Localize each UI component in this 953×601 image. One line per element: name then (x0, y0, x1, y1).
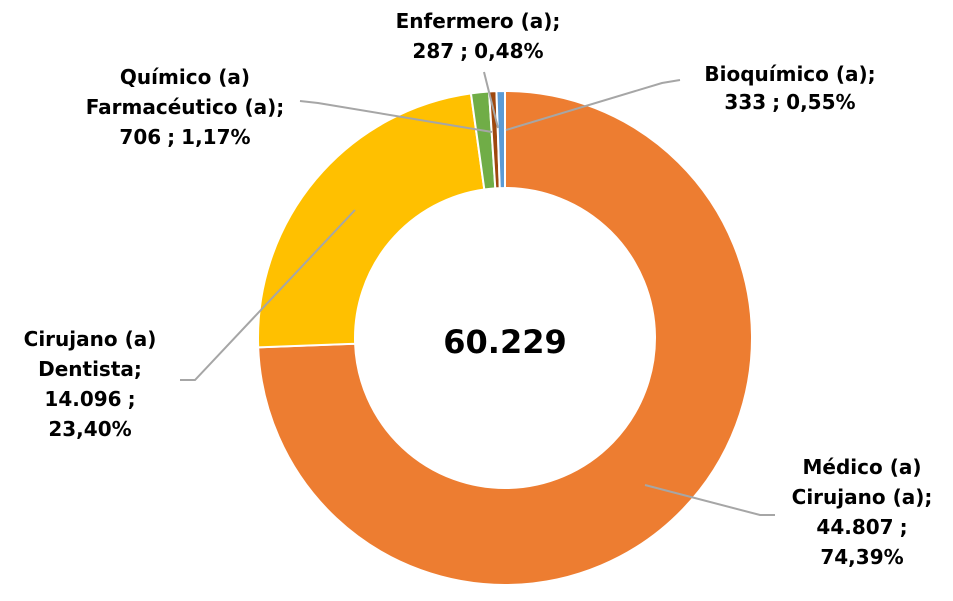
label-separator: ; (868, 62, 876, 86)
data-label: Médico (a) (803, 455, 922, 479)
category-label: Dentista (38, 357, 134, 381)
donut-slice (257, 89, 753, 586)
category-label: Bioquímico (a) (704, 62, 867, 86)
data-label: Enfermero (a); (396, 9, 561, 33)
value-label: 14.096 (44, 387, 121, 411)
donut-slice (257, 92, 486, 349)
leader-line (483, 71, 499, 129)
category-label: Cirujano (a) (792, 485, 925, 509)
data-label: Dentista; (38, 357, 142, 381)
label-separator: ; (276, 95, 284, 119)
percent-label: 74,39% (820, 545, 903, 569)
data-label: 44.807; (816, 515, 907, 539)
category-label: Cirujano (a) (24, 327, 157, 351)
label-separator: ; (460, 39, 468, 63)
donut-slice (495, 89, 506, 190)
leader-line (505, 79, 681, 131)
label-separator: ; (900, 515, 908, 539)
label-separator: ; (128, 387, 136, 411)
percent-label: 23,40% (48, 417, 131, 441)
data-label: Cirujano (a) (24, 327, 157, 351)
percent-label: 0,48% (474, 39, 543, 63)
data-label: Químico (a) (120, 65, 250, 89)
data-label: Cirujano (a); (792, 485, 933, 509)
data-label: 287; 0,48% (412, 39, 543, 63)
category-label: Enfermero (a) (396, 9, 553, 33)
leader-line (644, 484, 775, 516)
leader-line (299, 100, 493, 133)
value-label: 44.807 (816, 515, 893, 539)
data-label: 706; 1,17% (119, 125, 250, 149)
data-label: Farmacéutico (a); (86, 95, 285, 119)
label-separator: ; (772, 90, 780, 114)
category-label: Químico (a) (120, 65, 250, 89)
leader-line (180, 209, 356, 381)
label-separator: ; (924, 485, 932, 509)
value-label: 333 (724, 90, 766, 114)
data-label: 14.096; (44, 387, 135, 411)
center-total: 60.229 (443, 323, 566, 361)
percent-label: 1,17% (181, 125, 250, 149)
data-label: 74,39% (820, 545, 903, 569)
value-label: 706 (119, 125, 161, 149)
percent-label: 0,55% (786, 90, 855, 114)
category-label: Médico (a) (803, 455, 922, 479)
data-label: Bioquímico (a); (704, 62, 875, 86)
data-label: 333; 0,55% (724, 90, 855, 114)
label-separator: ; (134, 357, 142, 381)
value-label: 287 (412, 39, 454, 63)
label-separator: ; (167, 125, 175, 149)
data-label: 23,40% (48, 417, 131, 441)
category-label: Farmacéutico (a) (86, 95, 277, 119)
label-separator: ; (552, 9, 560, 33)
